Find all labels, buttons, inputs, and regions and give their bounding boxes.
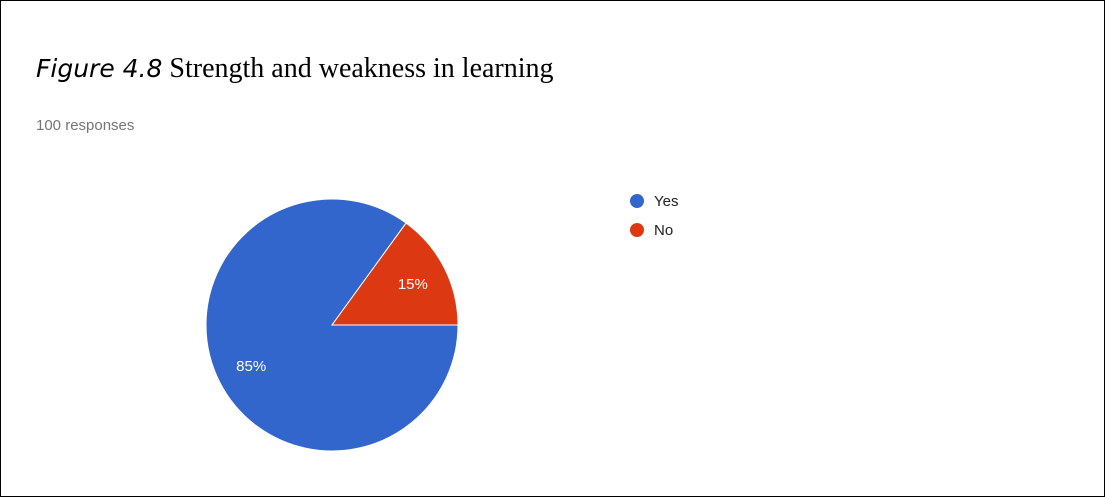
slice-label-no: 15%	[398, 276, 428, 293]
response-count: 100 responses	[36, 117, 135, 134]
legend-label-yes: Yes	[654, 193, 678, 210]
pie-slice-labels: 85% 15%	[236, 276, 428, 375]
figure-label: Figure 4.8	[36, 54, 163, 83]
chart-title: Figure 4.8 Strength and weakness in lear…	[36, 53, 554, 85]
slice-label-yes: 85%	[236, 358, 266, 375]
legend-label-no: No	[654, 222, 673, 239]
title-text: Strength and weakness in learning	[169, 53, 554, 84]
legend-marker-no	[630, 223, 644, 237]
pie-slice-no	[331, 222, 459, 326]
legend-marker-yes	[630, 194, 644, 208]
legend: Yes No	[630, 193, 678, 239]
pie-slices	[205, 198, 459, 452]
